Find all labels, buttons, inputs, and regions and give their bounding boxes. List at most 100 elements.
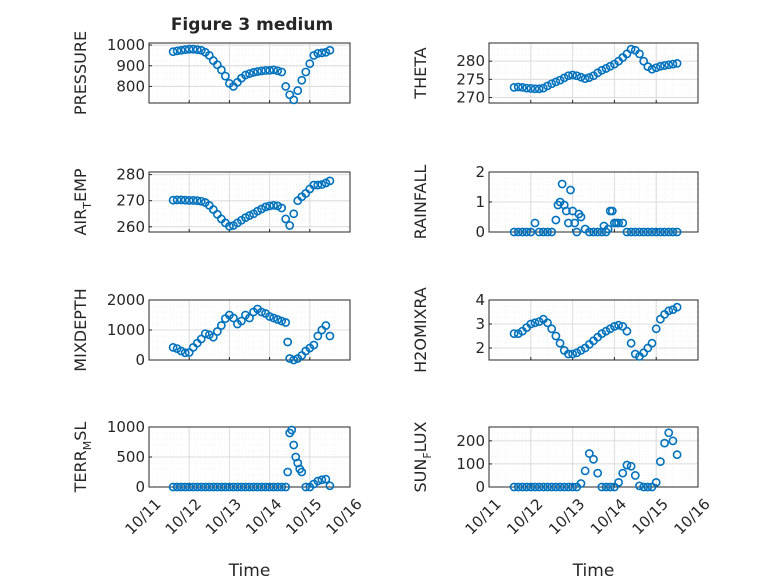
data-point xyxy=(584,449,594,458)
data-point xyxy=(576,72,586,82)
data-point xyxy=(589,454,598,464)
data-point xyxy=(580,74,590,84)
data-point xyxy=(261,482,270,492)
data-point xyxy=(277,482,287,492)
data-point xyxy=(668,59,678,69)
data-point xyxy=(660,61,669,70)
data-point xyxy=(269,200,279,210)
data-point xyxy=(530,318,540,328)
data-point xyxy=(281,482,291,492)
data-point xyxy=(269,482,279,492)
data-point xyxy=(269,65,279,75)
data-point xyxy=(597,65,607,75)
data-point xyxy=(605,482,615,492)
data-point xyxy=(555,338,565,348)
data-point xyxy=(605,61,615,71)
data-point xyxy=(253,67,262,76)
data-point xyxy=(176,45,186,55)
data-point xyxy=(273,66,283,76)
data-point xyxy=(607,206,617,216)
data-point xyxy=(526,84,536,93)
data-point xyxy=(273,315,283,324)
data-point xyxy=(566,185,575,195)
y-tick-label: 0 xyxy=(475,223,485,241)
data-point xyxy=(576,212,586,222)
data-point xyxy=(317,48,327,58)
y-tick-label: 2000 xyxy=(107,291,145,309)
data-point xyxy=(534,482,544,492)
data-point xyxy=(237,316,246,326)
data-point xyxy=(257,307,266,317)
data-point xyxy=(241,482,250,492)
data-point xyxy=(220,71,230,81)
y-tick-label: 270 xyxy=(116,192,145,210)
data-point xyxy=(555,482,565,492)
data-point xyxy=(241,70,250,80)
data-point xyxy=(325,331,335,341)
data-point xyxy=(261,66,270,75)
data-point xyxy=(518,227,527,237)
data-point xyxy=(618,218,628,228)
x-axis-label: Time xyxy=(572,561,615,581)
data-point xyxy=(630,227,640,237)
series-markers xyxy=(509,428,682,492)
data-point xyxy=(572,71,582,81)
data-point xyxy=(530,84,540,94)
y-tick-label: 1000 xyxy=(107,36,145,54)
axes-frame xyxy=(488,299,699,361)
y-axis-label-subscript: M xyxy=(81,441,94,451)
data-point xyxy=(257,66,266,76)
axes-frame xyxy=(488,42,699,104)
subplot-sun_flux: 010020010/1110/1210/1310/1410/1510/16SUN… xyxy=(411,421,714,581)
data-point xyxy=(564,71,573,81)
data-point xyxy=(245,482,254,492)
data-point xyxy=(655,227,665,237)
data-point xyxy=(651,63,661,73)
data-point xyxy=(509,482,519,492)
data-point xyxy=(518,82,527,92)
data-point xyxy=(184,482,194,492)
data-point xyxy=(317,475,327,485)
data-point xyxy=(564,218,573,228)
data-point xyxy=(265,482,274,492)
data-point xyxy=(513,227,523,237)
data-point xyxy=(518,482,527,492)
data-point xyxy=(584,227,594,237)
data-point xyxy=(301,482,311,492)
y-tick-label: 200 xyxy=(456,432,485,450)
y-tick-label: 275 xyxy=(456,70,485,88)
data-point xyxy=(547,482,557,492)
y-tick-label: 0 xyxy=(135,478,145,496)
data-point xyxy=(559,482,569,492)
data-point xyxy=(534,227,544,237)
data-point xyxy=(593,468,603,478)
data-point xyxy=(176,482,186,492)
data-point xyxy=(584,73,594,82)
data-point xyxy=(647,227,657,237)
data-point xyxy=(509,329,519,338)
data-point xyxy=(281,318,291,327)
y-tick-label: 0 xyxy=(135,351,145,369)
data-point xyxy=(664,60,674,70)
series-markers xyxy=(509,179,682,237)
y-tick-label: 270 xyxy=(456,89,485,107)
data-point xyxy=(526,319,536,329)
data-point xyxy=(639,482,649,492)
series-markers xyxy=(509,302,682,361)
data-point xyxy=(555,75,565,85)
y-axis-label-main: PRESSURE xyxy=(71,31,90,115)
y-tick-label: 4 xyxy=(475,291,485,309)
data-point xyxy=(325,176,335,186)
data-point xyxy=(672,302,682,312)
data-point xyxy=(208,482,218,492)
data-point xyxy=(172,482,182,492)
data-point xyxy=(196,482,206,492)
data-point xyxy=(212,482,222,492)
data-point xyxy=(664,306,674,316)
data-point xyxy=(622,326,632,336)
series-markers xyxy=(168,425,335,492)
data-point xyxy=(635,227,644,237)
data-point xyxy=(281,214,291,224)
data-point xyxy=(589,227,598,237)
